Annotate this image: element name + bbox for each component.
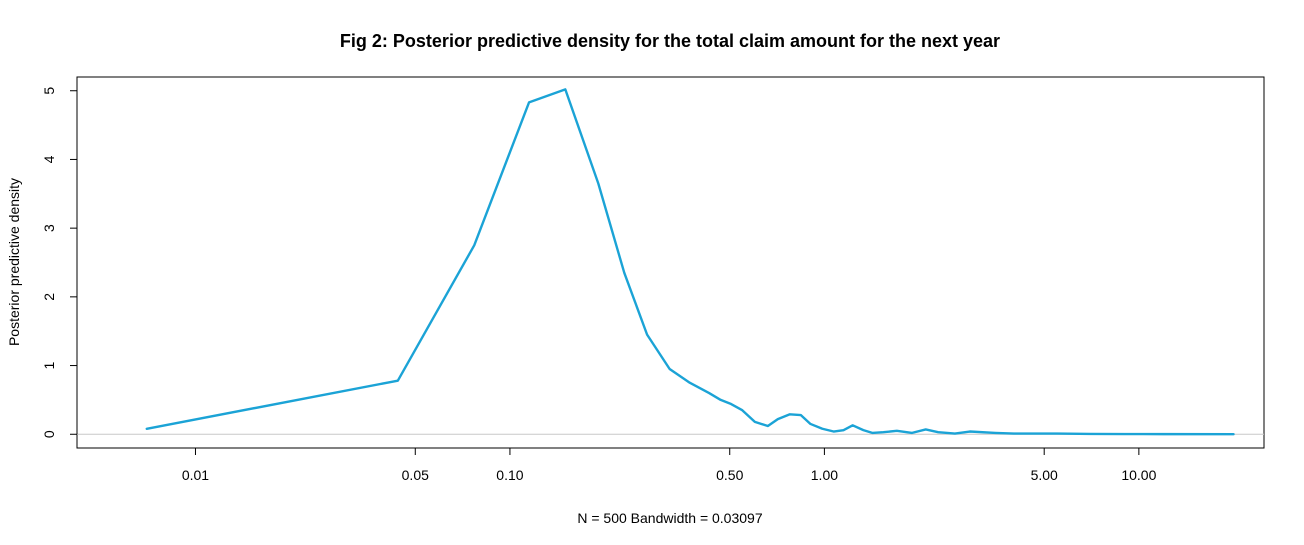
y-tick-label: 5: [41, 87, 57, 95]
y-axis: 0 1 2 3 4 5: [41, 87, 78, 438]
y-tick-label: 0: [41, 430, 57, 438]
x-tick-label: 5.00: [1031, 467, 1058, 483]
y-tick-label: 2: [41, 293, 57, 301]
x-tick-label: 0.10: [496, 467, 523, 483]
plot-frame: [76, 76, 1265, 449]
x-axis: 0.01 0.05 0.10 0.50 1.00 5.00 10.00: [182, 447, 1157, 483]
y-tick-label: 4: [41, 155, 57, 163]
x-tick-label: 1.00: [811, 467, 838, 483]
density-line-0: [145, 88, 1235, 436]
x-tick-label: 0.05: [402, 467, 429, 483]
x-tick-label: 0.01: [182, 467, 209, 483]
x-axis-label: N = 500 Bandwidth = 0.03097: [577, 510, 762, 526]
series-layer: [145, 88, 1235, 436]
chart-title: Fig 2: Posterior predictive density for …: [340, 31, 1000, 51]
x-tick-label: 10.00: [1121, 467, 1156, 483]
y-tick-label: 1: [41, 361, 57, 369]
x-tick-label: 0.50: [716, 467, 743, 483]
y-axis-label: Posterior predictive density: [6, 178, 22, 346]
y-tick-label: 3: [41, 224, 57, 232]
